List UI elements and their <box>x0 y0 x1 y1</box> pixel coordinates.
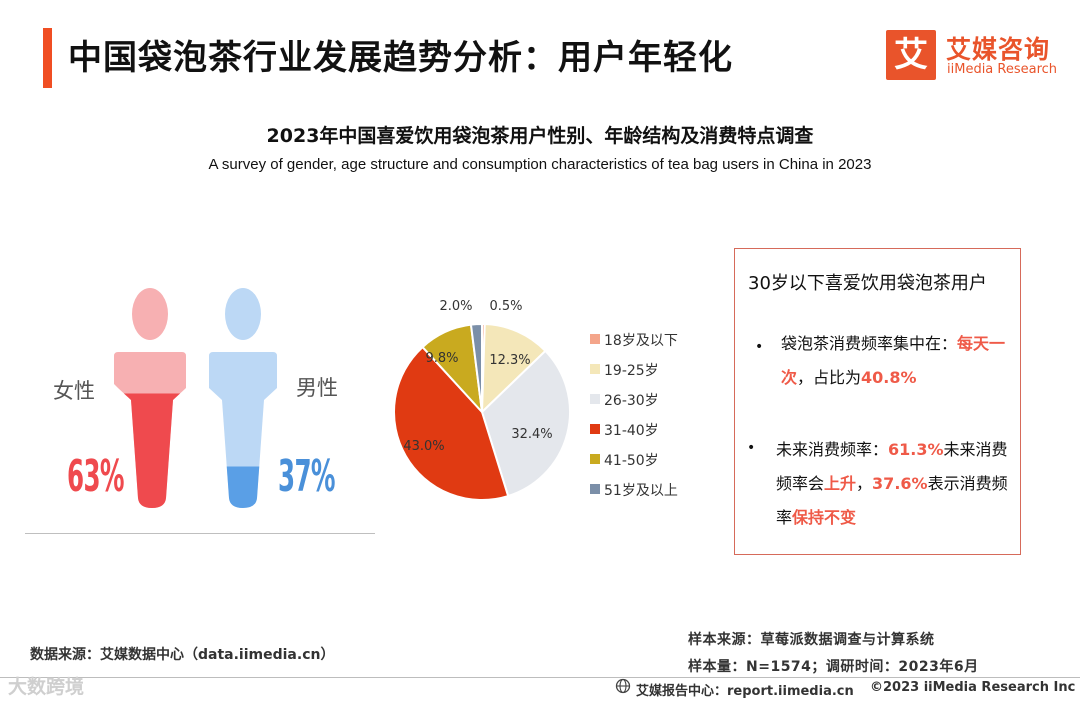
copyright: ©2023 iiMedia Research Inc <box>870 680 1076 695</box>
insight-text: 表示消费频率 <box>776 474 1008 527</box>
legend-swatch <box>590 454 600 464</box>
insight-title: 30岁以下喜爱饮用袋泡茶用户 <box>748 273 987 294</box>
title-accent-bar <box>43 28 52 88</box>
logo-en-text: iiMedia Research <box>947 62 1058 77</box>
bullet-icon: • <box>755 339 764 355</box>
pie-value-label: 43.0% <box>403 439 444 454</box>
footer-divider <box>0 677 1080 678</box>
logo-cn-text: 艾媒咨询 <box>946 35 1051 64</box>
insight-highlight: 37.6% <box>872 474 928 493</box>
insight-highlight: 上升 <box>824 474 857 493</box>
watermark: 大数跨境 <box>8 676 85 698</box>
legend-label: 26-30岁 <box>604 393 659 409</box>
male-label: 男性 <box>296 376 338 400</box>
insight-text: 未来消费频率会 <box>776 440 1008 493</box>
pie-slice-19-25岁 <box>480 323 547 415</box>
bullet-icon: • <box>747 440 756 456</box>
gender-divider <box>25 533 375 534</box>
pie-value-label: 12.3% <box>489 353 530 368</box>
legend-swatch <box>590 394 600 404</box>
pie-slice-51岁及以上 <box>469 322 483 413</box>
page-title: 中国袋泡茶行业发展趋势分析：用户年轻化 <box>68 38 733 78</box>
insight-text: 未来消费频率： <box>776 440 889 459</box>
legend-swatch <box>590 484 600 494</box>
female-label: 女性 <box>53 379 95 403</box>
insight-frequency: 袋泡茶消费频率集中在：每天一次，占比为40.8% <box>781 327 1006 395</box>
insight-highlight: 40.8% <box>861 368 917 387</box>
male-body-fill <box>209 466 277 508</box>
insight-highlight: 保持不变 <box>792 508 857 527</box>
sample-size: 样本量：N=1574；调研时间：2023年6月 <box>688 659 979 675</box>
legend-label: 18岁及以下 <box>604 333 678 349</box>
pie-value-label: 9.8% <box>425 351 458 366</box>
legend-swatch <box>590 424 600 434</box>
chart-title: 2023年中国喜爱饮用袋泡茶用户性别、年龄结构及消费特点调查 <box>266 125 814 147</box>
legend-label: 51岁及以上 <box>604 483 678 499</box>
pie-value-label: 0.5% <box>489 299 522 314</box>
male-percentage: 37% <box>278 451 336 502</box>
female-percentage: 63% <box>67 451 125 502</box>
sample-source: 样本来源：草莓派数据调查与计算系统 <box>688 632 935 648</box>
chart-subtitle: A survey of gender, age structure and co… <box>208 156 872 173</box>
report-center: 艾媒报告中心：report.iimedia.cn <box>636 684 854 699</box>
logo-mark: 艾 <box>886 30 936 80</box>
pie-value-label: 2.0% <box>439 299 472 314</box>
insight-box: 30岁以下喜爱饮用袋泡茶用户 • 袋泡茶消费频率集中在：每天一次，占比为40.8… <box>734 248 1021 555</box>
female-head-icon <box>132 288 168 340</box>
legend-label: 31-40岁 <box>604 423 659 439</box>
globe-icon <box>615 678 631 694</box>
age-pie-chart: 0.5% 12.3% 32.4% 43.0% 9.8% 2.0% <box>393 299 571 501</box>
data-source: 数据来源：艾媒数据中心（data.iimedia.cn） <box>30 647 335 663</box>
insight-highlight: 61.3% <box>888 440 944 459</box>
insight-future-frequency: 未来消费频率：61.3%未来消费频率会上升，37.6%表示消费频率保持不变 <box>776 433 1011 535</box>
pie-slice-26-30岁 <box>480 349 571 498</box>
insight-text: ，占比为 <box>797 368 862 387</box>
gender-pictogram <box>114 288 277 508</box>
iimedia-logo: 艾 艾媒咨询 iiMedia Research <box>886 30 1061 82</box>
legend-label: 41-50岁 <box>604 453 659 469</box>
legend-swatch <box>590 364 600 374</box>
pie-value-label: 32.4% <box>511 427 552 442</box>
insight-text: ， <box>856 474 873 493</box>
legend-swatch <box>590 334 600 344</box>
legend-label: 19-25岁 <box>604 363 659 379</box>
insight-highlight: 每天一次 <box>781 334 1006 387</box>
pie-slice-31-40岁 <box>393 345 510 501</box>
male-head-icon <box>225 288 261 340</box>
insight-text: 袋泡茶消费频率集中在： <box>781 334 958 353</box>
